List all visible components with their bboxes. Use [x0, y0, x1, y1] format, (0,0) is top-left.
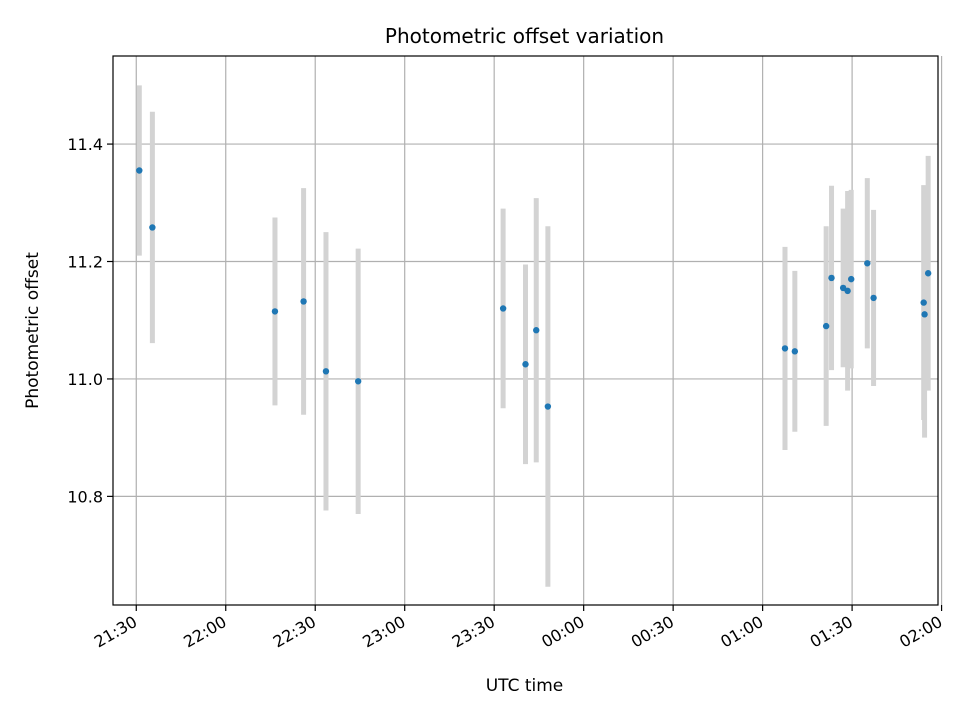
data-point: [828, 274, 835, 282]
data-point: [136, 167, 143, 174]
chart-title: Photometric offset variation: [385, 24, 664, 48]
x-axis-label: UTC time: [486, 676, 564, 696]
data-point: [322, 368, 330, 375]
data-points: [136, 167, 932, 410]
data-point: [533, 327, 540, 334]
data-point: [822, 322, 830, 330]
data-point: [300, 298, 307, 305]
data-point: [499, 305, 507, 312]
data-point: [921, 311, 928, 318]
data-point: [864, 260, 871, 267]
y-tick-label: 10.8: [67, 487, 103, 506]
y-tick-label: 11.2: [67, 253, 103, 272]
y-tick-label: 11.0: [67, 370, 103, 389]
data-point: [924, 270, 932, 277]
y-axis-ticks: 10.8 11.0 11.2 11.4: [67, 135, 113, 506]
data-point: [791, 348, 799, 355]
y-axis-label: Photometric offset: [23, 252, 43, 409]
data-point: [354, 378, 362, 385]
data-point: [544, 403, 552, 410]
data-point: [920, 299, 927, 306]
data-point: [271, 308, 279, 315]
data-point: [870, 294, 877, 302]
data-point: [522, 361, 529, 368]
plot-frame: [112, 55, 939, 606]
data-point: [149, 224, 156, 231]
y-tick-label: 11.4: [67, 135, 103, 154]
grid: [113, 56, 943, 605]
data-point: [781, 345, 789, 352]
data-point: [844, 287, 851, 295]
data-point: [848, 275, 855, 283]
